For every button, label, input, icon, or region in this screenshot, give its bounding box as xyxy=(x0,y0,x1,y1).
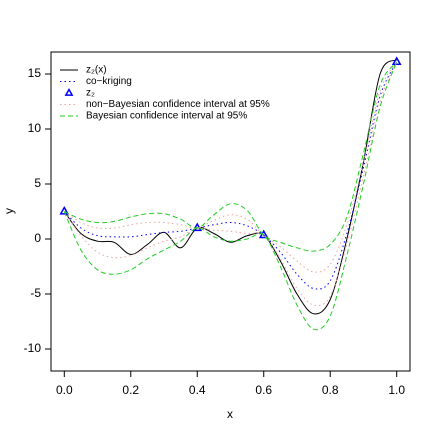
y-tick-label: 0 xyxy=(34,231,41,245)
y-axis-label: y xyxy=(2,208,16,214)
series-line xyxy=(63,61,398,307)
x-tick-label: 0.2 xyxy=(122,383,139,397)
x-tick-label: 1.0 xyxy=(388,383,405,397)
x-tick-label: 0.4 xyxy=(189,383,206,397)
y-tick-label: -10 xyxy=(24,341,42,355)
legend-label: Bayesian confidence interval at 95% xyxy=(86,111,247,122)
legend-label: z₂ xyxy=(86,88,95,99)
series-line xyxy=(63,59,398,315)
series-line xyxy=(64,61,398,252)
x-tick-label: 0.0 xyxy=(56,383,73,397)
legend-symbol xyxy=(64,87,74,96)
legend-label: co−kriging xyxy=(86,76,132,87)
series-line xyxy=(64,61,398,273)
legend-label: z₂(x) xyxy=(86,65,107,76)
plot-frame xyxy=(50,51,411,372)
legend-label: non−Bayesian confidence interval at 95% xyxy=(86,99,270,110)
x-tick-label: 0.6 xyxy=(255,383,272,397)
x-tick-label: 0.8 xyxy=(322,383,339,397)
data-point xyxy=(59,205,70,215)
y-tick-label: -5 xyxy=(30,286,41,300)
series-line xyxy=(63,61,398,331)
x-axis-label: x xyxy=(227,407,233,421)
data-point xyxy=(391,56,402,66)
y-tick-label: 5 xyxy=(34,176,41,190)
y-tick-label: 10 xyxy=(28,121,42,135)
y-tick-label: 15 xyxy=(28,66,42,80)
series-line xyxy=(63,61,398,290)
